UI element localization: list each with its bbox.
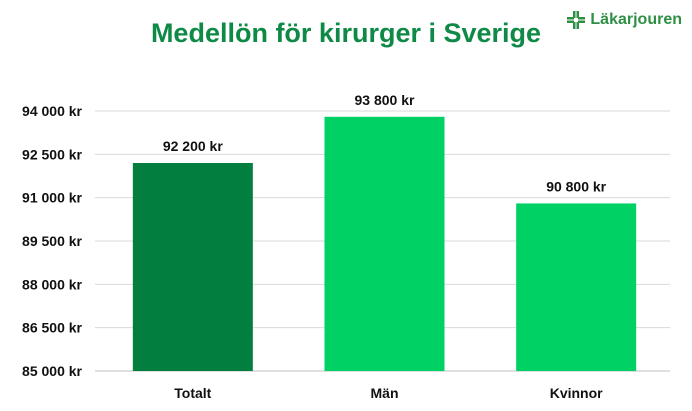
x-tick-label: Totalt: [174, 385, 211, 401]
bar: [516, 203, 637, 371]
y-tick-label: 86 500 kr: [22, 320, 82, 336]
chart-title: Medellön för kirurger i Sverige: [150, 18, 542, 48]
y-tick-label: 88 000 kr: [22, 276, 82, 292]
bar: [324, 116, 445, 372]
logo: Läkarjouren: [566, 10, 682, 30]
data-label: 92 200 kr: [163, 138, 223, 154]
medical-cross-icon: [567, 11, 586, 29]
data-label: 90 800 kr: [546, 178, 606, 194]
y-tick-label: 92 500 kr: [22, 146, 82, 162]
bar: [132, 163, 253, 371]
y-tick-label: 94 000 kr: [22, 103, 82, 119]
x-tick-label: Män: [371, 385, 399, 401]
y-tick-label: 91 000 kr: [22, 190, 82, 206]
logo-text: Läkarjouren: [590, 11, 682, 28]
data-label: 93 800 kr: [355, 92, 415, 108]
x-tick-label: Kvinnor: [550, 385, 603, 401]
y-tick-label: 85 000 kr: [22, 363, 82, 379]
y-tick-label: 89 500 kr: [22, 233, 82, 249]
